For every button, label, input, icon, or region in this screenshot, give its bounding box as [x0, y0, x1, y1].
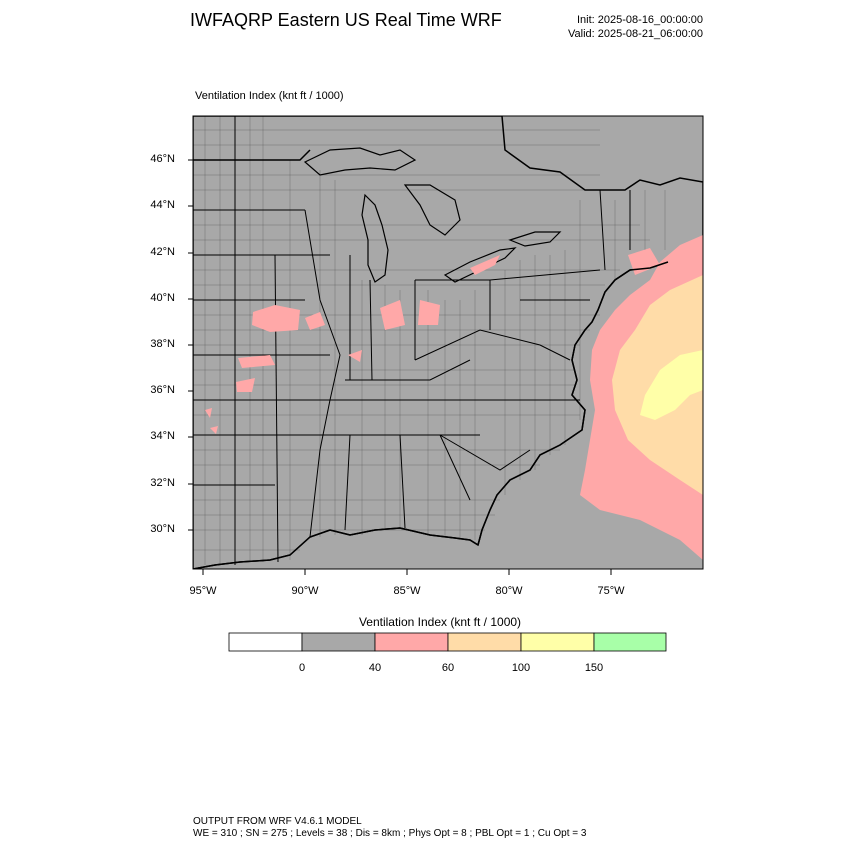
- init-time: Init: 2025-08-16_00:00:00: [577, 14, 703, 26]
- coastline-gulf: [193, 527, 479, 569]
- colorbar-bin-5: [520, 632, 595, 652]
- colorbar: [228, 632, 667, 652]
- valid-time: Valid: 2025-08-21_06:00:00: [568, 28, 703, 40]
- model-footer: OUTPUT FROM WRF V4.6.1 MODEL WE = 310 ; …: [193, 816, 586, 840]
- lake-huron: [403, 184, 461, 236]
- colorbar-bin-2: [301, 632, 376, 652]
- lake-ontario: [508, 231, 562, 247]
- colorbar-tick-100: 100: [511, 662, 531, 674]
- colorbar-tick-0: 0: [298, 662, 306, 674]
- lon-ticks: [202, 569, 612, 575]
- lat-label-40n: 40°N: [150, 292, 175, 304]
- lake-michigan: [361, 193, 389, 283]
- lat-label-38n: 38°N: [150, 338, 175, 350]
- lake-superior: [303, 147, 417, 176]
- vi-100-150-offshore: [640, 350, 703, 420]
- lat-label-46n: 46°N: [150, 153, 175, 165]
- map-frame: [192, 115, 704, 570]
- colorbar-bin-4: [447, 632, 522, 652]
- footer-line-2: WE = 310 ; SN = 275 ; Levels = 38 ; Dis …: [193, 828, 587, 839]
- colorbar-tick-150: 150: [584, 662, 604, 674]
- coastline-atlantic: [477, 261, 669, 546]
- colorbar-tick-60: 60: [441, 662, 455, 674]
- footer-line-1: OUTPUT FROM WRF V4.6.1 MODEL: [193, 816, 362, 827]
- colorbar-bin-6: [593, 632, 667, 652]
- panel-label: Ventilation Index (knt ft / 1000): [195, 90, 344, 102]
- lon-label-80w: 80°W: [495, 585, 523, 597]
- lat-label-42n: 42°N: [150, 246, 175, 258]
- lon-label-95w: 95°W: [189, 585, 217, 597]
- lat-label-36n: 36°N: [150, 384, 175, 396]
- county-grid: [193, 116, 666, 565]
- colorbar-bin-1: [228, 632, 303, 652]
- lon-label-85w: 85°W: [393, 585, 421, 597]
- vi-40-60-inland: [205, 248, 660, 434]
- lon-label-75w: 75°W: [597, 585, 625, 597]
- colorbar-tick-40: 40: [368, 662, 382, 674]
- time-info: Init: 2025-08-16_00:00:00 Valid: 2025-08…: [568, 13, 703, 41]
- lat-ticks: [188, 159, 193, 531]
- lon-label-90w: 90°W: [291, 585, 319, 597]
- legend-title: Ventilation Index (knt ft / 1000): [358, 615, 522, 629]
- lat-label-32n: 32°N: [150, 477, 175, 489]
- lat-label-34n: 34°N: [150, 430, 175, 442]
- colorbar-bin-3: [374, 632, 449, 652]
- lat-label-30n: 30°N: [150, 523, 175, 535]
- canada-border: [193, 149, 311, 161]
- lat-label-44n: 44°N: [150, 199, 175, 211]
- map-title: IWFAQRP Eastern US Real Time WRF: [190, 10, 502, 30]
